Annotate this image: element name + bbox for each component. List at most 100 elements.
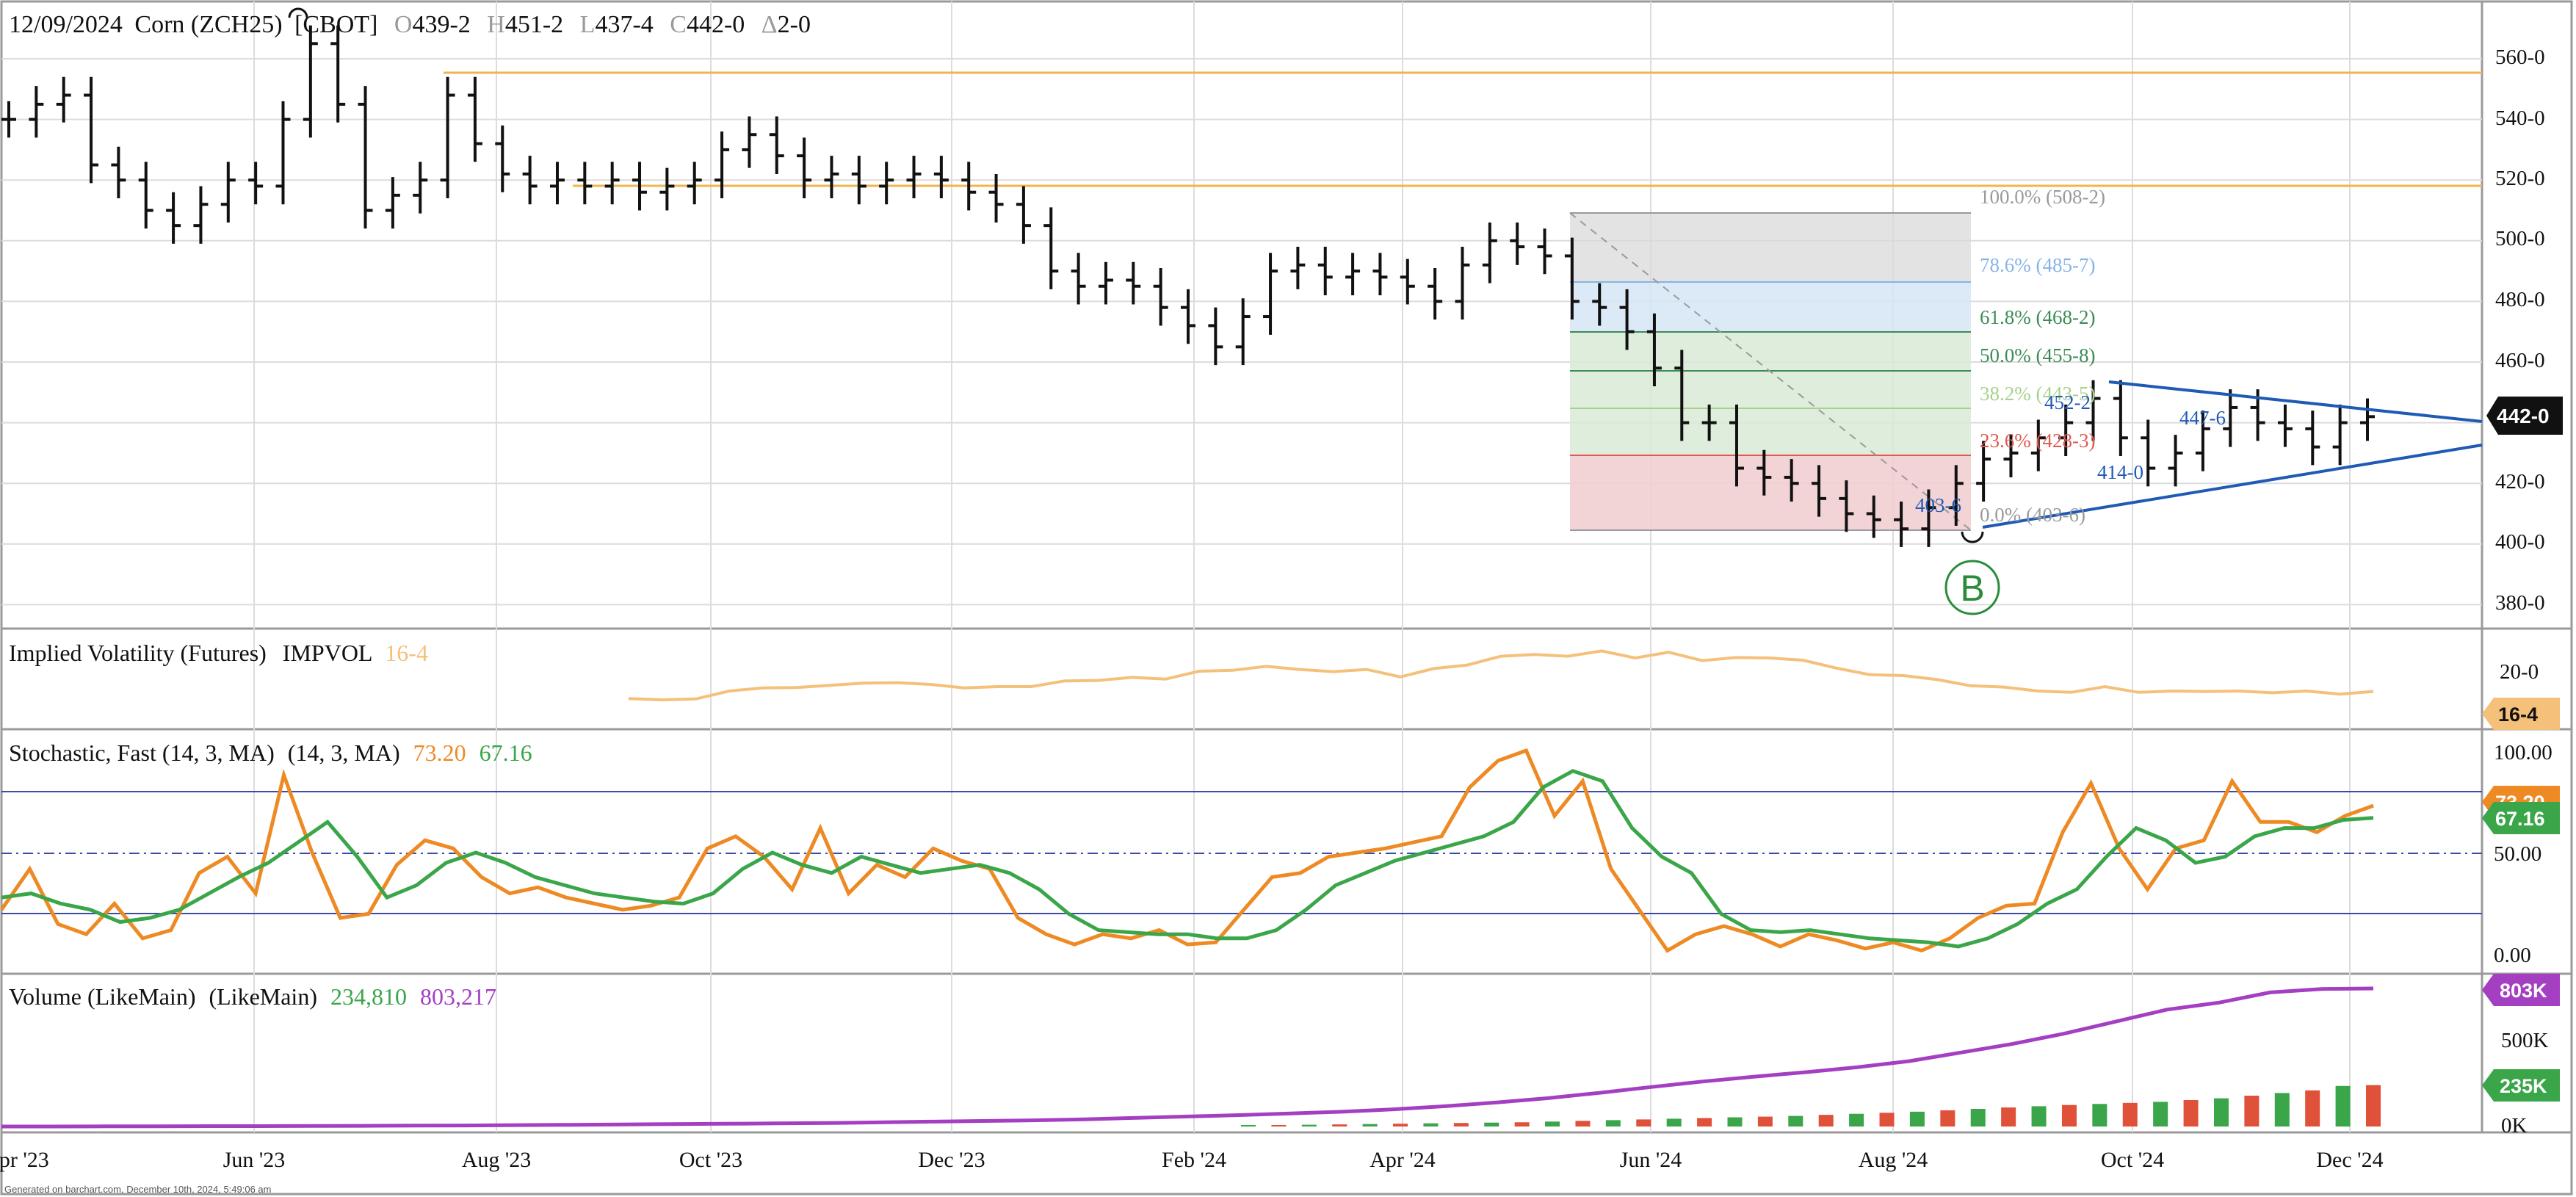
time-tick: Dec '24 — [2316, 1148, 2383, 1172]
triangle-lower-line — [1982, 444, 2483, 529]
volume-bar — [2031, 1106, 2047, 1127]
triangle-high-annotation: 452-2 — [2044, 391, 2091, 413]
last-price-badge: 442-0 — [2486, 397, 2563, 435]
vol-title: Volume (LikeMain) (LikeMain) 234,810 803… — [9, 983, 496, 1010]
volume-bar — [1545, 1121, 1560, 1127]
stoch-k-value: 73.20 — [413, 739, 466, 766]
volume-bar — [2153, 1102, 2168, 1127]
header-high-key: H — [487, 11, 505, 38]
volume-bar — [2213, 1098, 2229, 1127]
volume-bar — [1453, 1123, 1469, 1127]
chart-header: 12/09/2024 Corn (ZCH25) [CBOT] O439-2 H4… — [9, 11, 811, 38]
time-tick: Aug '24 — [1859, 1148, 1928, 1172]
header-change-key: Δ — [761, 11, 778, 38]
header-high-value: 451-2 — [505, 11, 563, 38]
header-change-value: 2-0 — [778, 11, 811, 38]
header-low-key: L — [580, 11, 596, 38]
volume-bar — [1849, 1113, 1864, 1127]
volume-bar — [2366, 1085, 2381, 1127]
fib-label-100: 100.0% (508-2) — [1980, 186, 2105, 208]
time-tick: Jun '24 — [1620, 1148, 1682, 1172]
volume-bar — [1241, 1125, 1256, 1127]
header-date: 12/09/2024 — [9, 11, 123, 38]
time-tick: Oct '23 — [679, 1148, 742, 1172]
fib-labels: 100.0% (508-2) 78.6% (485-7) 61.8% (468-… — [1980, 186, 2105, 526]
volume-bar — [2183, 1100, 2199, 1127]
header-exchange: [CBOT] — [294, 11, 377, 38]
fib-label-236: 23.6% (428-3) — [1980, 430, 2095, 452]
vol-badge-text: 235K — [2500, 1075, 2547, 1097]
header-low-value: 437-4 — [595, 11, 653, 38]
volume-bar — [1970, 1109, 1986, 1127]
price-tick: 540-0 — [2495, 106, 2545, 130]
volume-bar — [1605, 1120, 1621, 1127]
stoch-badges: 73.20 67.16 — [2482, 786, 2560, 834]
price-tick: 560-0 — [2495, 46, 2545, 69]
price-tick: 380-0 — [2495, 591, 2545, 615]
price-axis: 560-0 540-0 520-0 500-0 480-0 460-0 420-… — [2495, 46, 2545, 615]
volume-bar — [1879, 1113, 1895, 1127]
header-close-key: C — [670, 11, 687, 38]
volume-bar — [1514, 1122, 1530, 1127]
time-tick: Feb '24 — [1162, 1148, 1226, 1172]
triangle-high2-annotation: 447-6 — [2179, 407, 2226, 429]
stoch-d-value: 67.16 — [480, 739, 532, 766]
price-annotations: 403-6 452-2 447-6 414-0 — [1915, 391, 2226, 516]
fib-label-000: 0.0% (403-6) — [1980, 504, 2085, 526]
stoch-axis: 100.00 50.00 0.00 — [2494, 741, 2553, 967]
pivot-markers — [288, 7, 1984, 543]
iv-key: IMPVOL — [283, 640, 372, 666]
iv-badge: 16-4 — [2482, 698, 2560, 730]
volume-bar — [1393, 1124, 1408, 1127]
volume-bar — [1301, 1124, 1317, 1127]
resistance-lines — [444, 71, 2482, 187]
volume-bar — [2092, 1104, 2108, 1127]
stoch-d-badge-text: 67.16 — [2495, 808, 2545, 830]
volume-bar — [2122, 1102, 2138, 1127]
volume-bar — [2061, 1104, 2077, 1127]
iv-title-text: Implied Volatility (Futures) — [9, 640, 267, 666]
stoch-k-line — [0, 748, 2374, 953]
header-close-value: 442-0 — [687, 11, 745, 38]
stoch-d-line — [1, 769, 2374, 949]
vol-value: 234,810 — [330, 983, 407, 1010]
time-tick: Jun '23 — [223, 1148, 286, 1172]
fib-label-500: 50.0% (455-8) — [1980, 344, 2095, 366]
volume-bar — [2244, 1096, 2260, 1127]
price-tick: 500-0 — [2495, 227, 2545, 250]
vol-params: (LikeMain) — [209, 983, 317, 1010]
volume-bar — [1788, 1115, 1803, 1127]
time-tick: Apr '24 — [1370, 1148, 1436, 1172]
volume-bar — [1575, 1121, 1591, 1127]
time-tick: Oct '24 — [2101, 1148, 2164, 1172]
volume-bars — [1241, 1085, 2381, 1127]
time-tick: Dec '23 — [918, 1148, 985, 1172]
low-annotation: 403-6 — [1915, 494, 1961, 516]
volume-bar — [2335, 1085, 2351, 1127]
stoch-tick: 100.00 — [2494, 741, 2553, 764]
volume-bar — [1636, 1119, 1651, 1127]
oi-badge-text: 803K — [2500, 980, 2547, 1002]
triangle-low-annotation: 414-0 — [2097, 461, 2143, 483]
volume-bar — [1362, 1124, 1378, 1127]
vol-tick: 500K — [2501, 1029, 2549, 1052]
triangle-upper-line — [2108, 380, 2483, 423]
volume-bar — [2305, 1090, 2320, 1127]
price-tick: 420-0 — [2495, 470, 2545, 493]
iv-axis-tick: 20-0 — [2500, 660, 2539, 684]
iv-badge-text: 16-4 — [2498, 704, 2538, 726]
buy-signal-letter: B — [1960, 568, 1984, 609]
volume-bar — [1697, 1118, 1712, 1127]
oi-value: 803,217 — [420, 983, 496, 1010]
iv-line — [628, 649, 2374, 702]
open-interest-line — [1, 986, 2374, 1129]
header-open-key: O — [394, 11, 413, 38]
buy-signal-marker: B — [1944, 560, 2000, 615]
last-price-text: 442-0 — [2497, 405, 2550, 427]
header-open-value: 439-2 — [412, 11, 470, 38]
stoch-params: (14, 3, MA) — [288, 739, 400, 766]
volume-bar — [1332, 1124, 1347, 1127]
